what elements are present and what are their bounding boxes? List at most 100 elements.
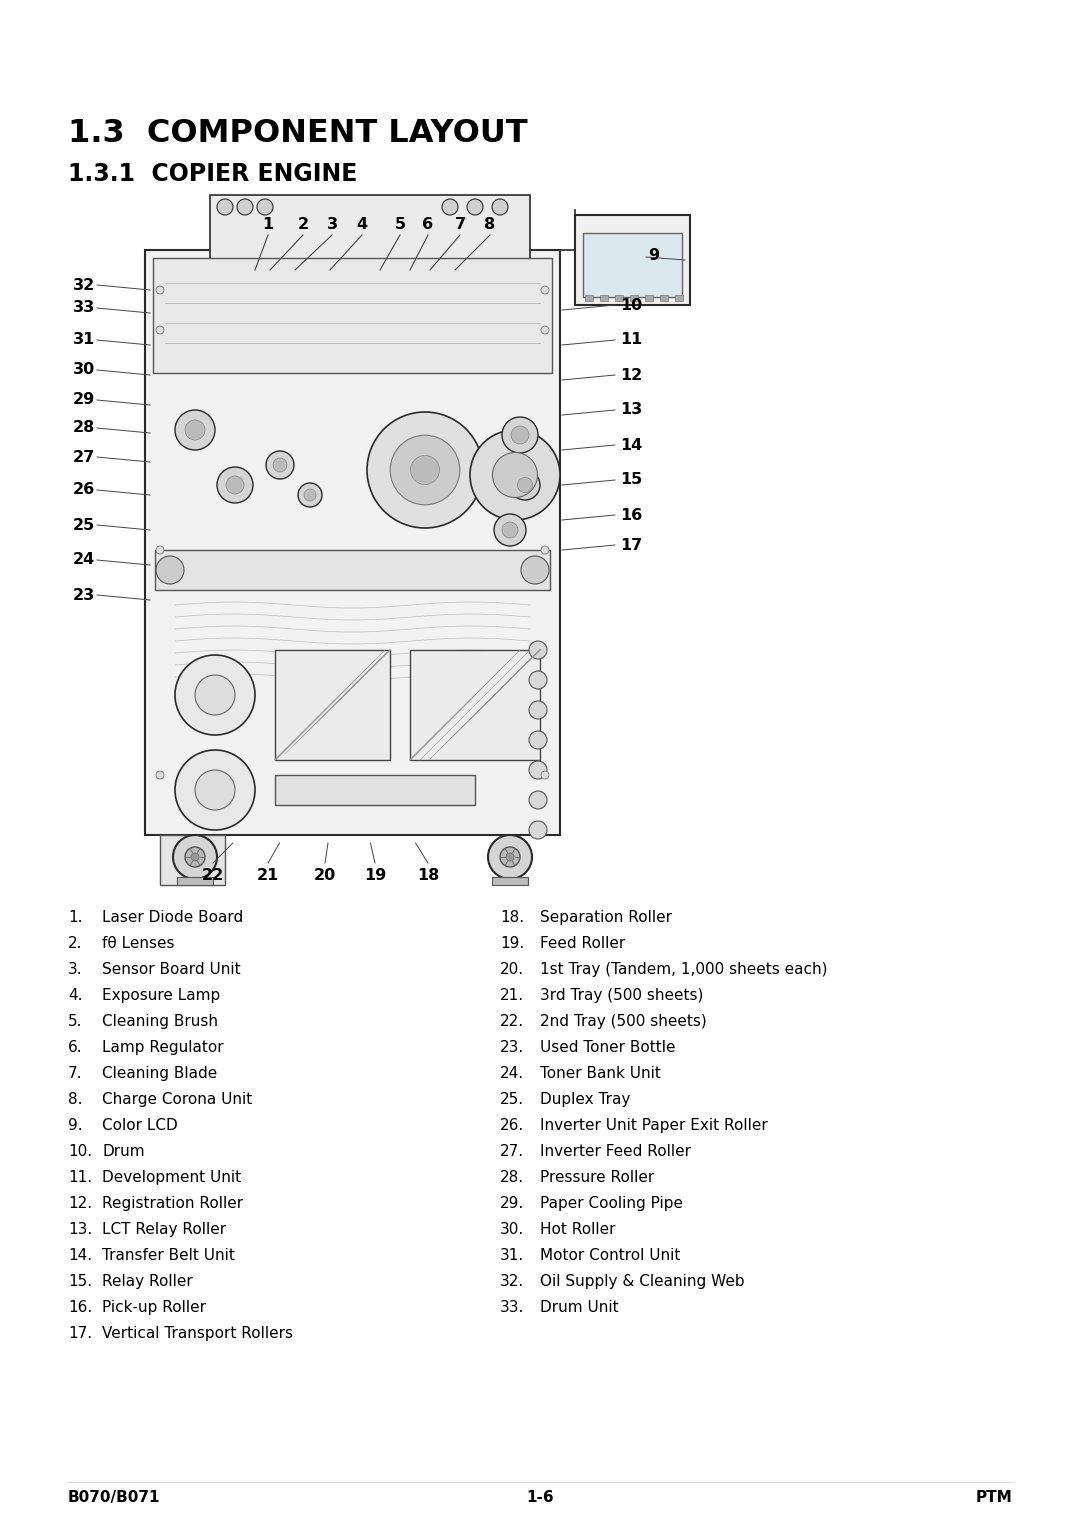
Bar: [583, 232, 681, 296]
Text: 8.: 8.: [68, 1093, 82, 1106]
Circle shape: [502, 417, 538, 452]
Text: Development Unit: Development Unit: [102, 1170, 241, 1186]
Text: 27: 27: [72, 449, 95, 465]
Text: 14: 14: [620, 437, 643, 452]
Bar: [410, 649, 540, 759]
Text: 15.: 15.: [68, 1274, 92, 1290]
Text: Charge Corona Unit: Charge Corona Unit: [102, 1093, 253, 1106]
Text: 15: 15: [620, 472, 643, 487]
Bar: [177, 877, 213, 885]
Circle shape: [303, 489, 316, 501]
Circle shape: [529, 792, 546, 808]
Text: 3rd Tray (500 sheets): 3rd Tray (500 sheets): [540, 989, 703, 1002]
Text: Sensor Board Unit: Sensor Board Unit: [102, 963, 241, 976]
Circle shape: [492, 452, 538, 498]
Circle shape: [156, 556, 184, 584]
Circle shape: [511, 426, 529, 445]
Text: 2.: 2.: [68, 937, 82, 950]
Circle shape: [185, 847, 205, 866]
Bar: [630, 295, 638, 301]
Bar: [585, 295, 593, 301]
Text: 18.: 18.: [500, 911, 524, 924]
Text: 13.: 13.: [68, 1222, 92, 1238]
Bar: [615, 295, 623, 301]
Text: 1-6: 1-6: [526, 1490, 554, 1505]
Text: 1.: 1.: [68, 911, 82, 924]
Text: 32.: 32.: [500, 1274, 524, 1290]
Text: 30.: 30.: [500, 1222, 524, 1238]
Text: 6: 6: [422, 217, 433, 232]
Text: Pressure Roller: Pressure Roller: [540, 1170, 654, 1186]
Text: 27.: 27.: [500, 1144, 524, 1160]
Circle shape: [467, 199, 483, 215]
Circle shape: [529, 642, 546, 659]
Text: Oil Supply & Cleaning Web: Oil Supply & Cleaning Web: [540, 1274, 744, 1290]
Circle shape: [217, 468, 253, 503]
Circle shape: [217, 199, 233, 215]
Circle shape: [529, 761, 546, 779]
Text: 18: 18: [417, 868, 440, 883]
Circle shape: [173, 834, 217, 879]
Bar: [210, 196, 530, 260]
Text: Motor Control Unit: Motor Control Unit: [540, 1248, 680, 1264]
Circle shape: [410, 455, 440, 484]
Text: LCT Relay Roller: LCT Relay Roller: [102, 1222, 226, 1238]
Circle shape: [195, 770, 235, 810]
Text: 33: 33: [72, 301, 95, 315]
Circle shape: [390, 435, 460, 504]
Text: 20: 20: [314, 868, 336, 883]
Circle shape: [367, 413, 483, 529]
Circle shape: [442, 199, 458, 215]
Text: 3: 3: [326, 217, 338, 232]
Text: Vertical Transport Rollers: Vertical Transport Rollers: [102, 1326, 293, 1342]
Text: 5.: 5.: [68, 1015, 82, 1028]
Circle shape: [521, 556, 549, 584]
Text: PTM: PTM: [975, 1490, 1012, 1505]
Text: 29: 29: [72, 393, 95, 408]
Text: Drum Unit: Drum Unit: [540, 1300, 619, 1316]
Text: fθ Lenses: fθ Lenses: [102, 937, 175, 950]
Text: Duplex Tray: Duplex Tray: [540, 1093, 631, 1106]
Text: 23.: 23.: [500, 1041, 524, 1054]
Text: 6.: 6.: [68, 1041, 83, 1054]
Circle shape: [529, 730, 546, 749]
Circle shape: [257, 199, 273, 215]
Text: 29.: 29.: [500, 1196, 524, 1212]
Text: Transfer Belt Unit: Transfer Belt Unit: [102, 1248, 234, 1264]
Text: 1.3  COMPONENT LAYOUT: 1.3 COMPONENT LAYOUT: [68, 118, 528, 150]
Bar: [156, 550, 550, 590]
Bar: [660, 295, 669, 301]
Text: 31: 31: [72, 333, 95, 347]
Text: 13: 13: [620, 402, 643, 417]
Text: 3.: 3.: [68, 963, 83, 976]
Circle shape: [175, 656, 255, 735]
Text: 10.: 10.: [68, 1144, 92, 1160]
Text: 19.: 19.: [500, 937, 524, 950]
Text: Pick-up Roller: Pick-up Roller: [102, 1300, 206, 1316]
Bar: [160, 834, 225, 885]
Text: 28: 28: [72, 420, 95, 435]
Text: 16: 16: [620, 507, 643, 523]
Circle shape: [470, 429, 561, 520]
Text: 33.: 33.: [500, 1300, 525, 1316]
Text: Drum: Drum: [102, 1144, 145, 1160]
Bar: [275, 649, 390, 759]
Text: 1.3.1  COPIER ENGINE: 1.3.1 COPIER ENGINE: [68, 162, 357, 186]
Bar: [275, 775, 475, 805]
Circle shape: [185, 420, 205, 440]
Text: 23: 23: [72, 587, 95, 602]
Circle shape: [492, 199, 508, 215]
Circle shape: [226, 477, 244, 494]
Circle shape: [500, 847, 519, 866]
Text: 26: 26: [72, 483, 95, 498]
Text: 21: 21: [257, 868, 279, 883]
Text: 7.: 7.: [68, 1067, 82, 1080]
Text: Laser Diode Board: Laser Diode Board: [102, 911, 243, 924]
Text: 9.: 9.: [68, 1118, 83, 1132]
Circle shape: [502, 523, 518, 538]
Text: 25.: 25.: [500, 1093, 524, 1106]
Bar: [600, 295, 608, 301]
Text: 8: 8: [485, 217, 496, 232]
Bar: [145, 251, 561, 834]
Text: 22: 22: [202, 868, 225, 883]
